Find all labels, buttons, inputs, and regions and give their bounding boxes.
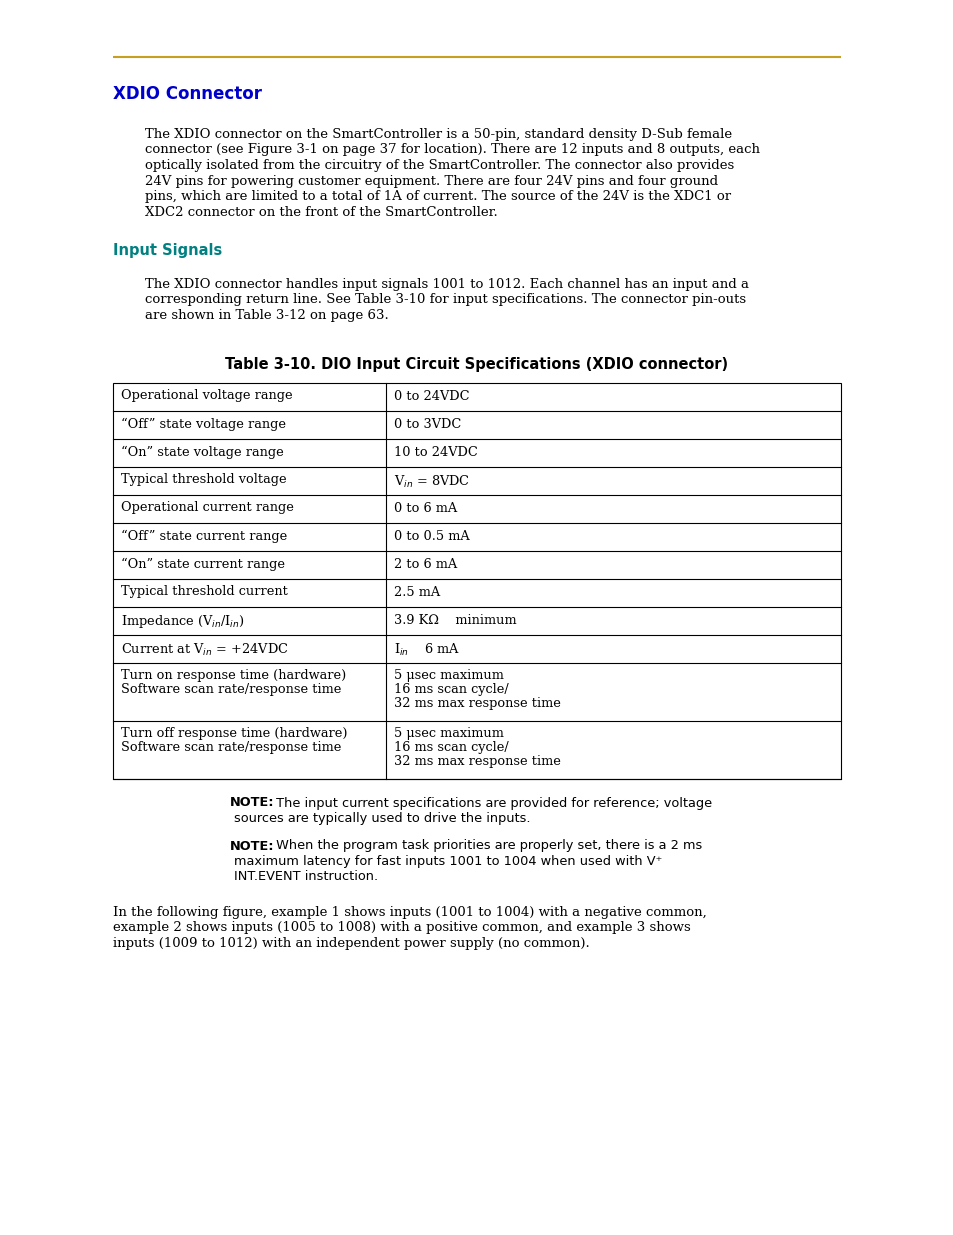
Text: inputs (1009 to 1012) with an independent power supply (no common).: inputs (1009 to 1012) with an independen… [112, 937, 589, 950]
Text: Operational voltage range: Operational voltage range [121, 389, 293, 403]
Text: NOTE:: NOTE: [230, 840, 274, 852]
Text: 2.5 mA: 2.5 mA [394, 585, 439, 599]
Text: Software scan rate/response time: Software scan rate/response time [121, 683, 341, 697]
Text: Operational current range: Operational current range [121, 501, 294, 515]
Text: “Off” state current range: “Off” state current range [121, 530, 287, 542]
Text: When the program task priorities are properly set, there is a 2 ms: When the program task priorities are pro… [272, 840, 701, 852]
Text: corresponding return line. See Table 3-10 for input specifications. The connecto: corresponding return line. See Table 3-1… [145, 294, 745, 306]
Text: connector (see Figure 3-1 on page 37 for location). There are 12 inputs and 8 ou: connector (see Figure 3-1 on page 37 for… [145, 143, 760, 157]
Text: The input current specifications are provided for reference; voltage: The input current specifications are pro… [272, 797, 711, 809]
Text: 0 to 6 mA: 0 to 6 mA [394, 501, 456, 515]
Text: INT.EVENT instruction.: INT.EVENT instruction. [233, 871, 377, 883]
Text: connector (see Figure 3-1 on page 37 for location). There are 12 inputs and 8 ou: connector (see Figure 3-1 on page 37 for… [145, 143, 760, 157]
Text: “On” state voltage range: “On” state voltage range [121, 446, 283, 458]
Text: 32 ms max response time: 32 ms max response time [394, 756, 560, 768]
Text: optically isolated from the circuitry of the SmartController. The connector also: optically isolated from the circuitry of… [145, 159, 734, 172]
Text: maximum latency for fast inputs 1001 to 1004 when used with V⁺: maximum latency for fast inputs 1001 to … [233, 855, 661, 868]
Text: 0 to 0.5 mA: 0 to 0.5 mA [394, 530, 469, 542]
Text: Typical threshold current: Typical threshold current [121, 585, 288, 599]
Text: The XDIO connector handles input signals 1001 to 1012. Each channel has an input: The XDIO connector handles input signals… [145, 278, 748, 291]
Text: 24V pins for powering customer equipment. There are four 24V pins and four groun: 24V pins for powering customer equipment… [145, 174, 718, 188]
Text: 16 ms scan cycle/: 16 ms scan cycle/ [394, 741, 508, 755]
Text: Table 3-10. DIO Input Circuit Specifications (XDIO connector): Table 3-10. DIO Input Circuit Specificat… [225, 357, 728, 372]
Text: NOTE:: NOTE: [230, 797, 274, 809]
Text: “On” state current range: “On” state current range [121, 557, 285, 571]
Text: pins, which are limited to a total of 1A of current. The source of the 24V is th: pins, which are limited to a total of 1A… [145, 190, 730, 203]
Text: 3.9 KΩ    minimum: 3.9 KΩ minimum [394, 614, 517, 626]
Text: XDIO Connector: XDIO Connector [112, 85, 262, 103]
Text: 0 to 3VDC: 0 to 3VDC [394, 417, 460, 431]
Bar [112, 383, 841, 778]
Text: “Off” state voltage range: “Off” state voltage range [121, 417, 286, 431]
Text: example 2 shows inputs (1005 to 1008) with a positive common, and example 3 show: example 2 shows inputs (1005 to 1008) wi… [112, 921, 690, 935]
Text: sources are typically used to drive the inputs.: sources are typically used to drive the … [233, 811, 530, 825]
Text: Typical threshold voltage: Typical threshold voltage [121, 473, 286, 487]
Text: The XDIO connector on the SmartController is a 50-pin, standard density D-Sub fe: The XDIO connector on the SmartControlle… [145, 128, 731, 141]
Text: Turn on response time (hardware): Turn on response time (hardware) [121, 669, 346, 683]
Text: Software scan rate/response time: Software scan rate/response time [121, 741, 341, 755]
Text: Turn off response time (hardware): Turn off response time (hardware) [121, 727, 347, 741]
Text: 10 to 24VDC: 10 to 24VDC [394, 446, 477, 458]
Text: Impedance (V$_{in}$/I$_{in}$): Impedance (V$_{in}$/I$_{in}$) [121, 614, 244, 631]
Text: 0 to 24VDC: 0 to 24VDC [394, 389, 469, 403]
Text: 32 ms max response time: 32 ms max response time [394, 698, 560, 710]
Text: Input Signals: Input Signals [112, 243, 222, 258]
Text: XDC2 connector on the front of the SmartController.: XDC2 connector on the front of the Smart… [145, 205, 497, 219]
Text: 5 μsec maximum: 5 μsec maximum [394, 669, 503, 683]
Text: Current at V$_{in}$ = +24VDC: Current at V$_{in}$ = +24VDC [121, 641, 288, 657]
Text: 16 ms scan cycle/: 16 ms scan cycle/ [394, 683, 508, 697]
Text: In the following figure, example 1 shows inputs (1001 to 1004) with a negative c: In the following figure, example 1 shows… [112, 906, 706, 919]
Text: 2 to 6 mA: 2 to 6 mA [394, 557, 456, 571]
Text: are shown in Table 3-12 on page 63.: are shown in Table 3-12 on page 63. [145, 309, 388, 322]
Text: 5 μsec maximum: 5 μsec maximum [394, 727, 503, 741]
Text: V$_{in}$ = 8VDC: V$_{in}$ = 8VDC [394, 473, 470, 489]
Text: I$_{in}$    6 mA: I$_{in}$ 6 mA [394, 641, 459, 657]
